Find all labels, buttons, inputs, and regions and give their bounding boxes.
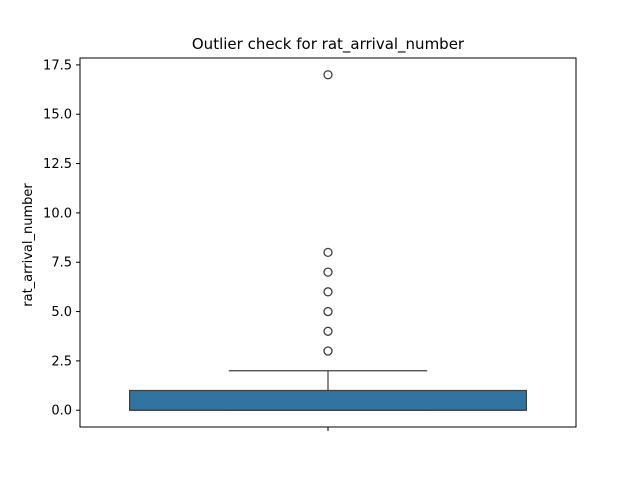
y-tick-label: 15.0 bbox=[43, 108, 72, 123]
outlier-point bbox=[323, 247, 333, 258]
y-tick-label: 12.5 bbox=[43, 157, 72, 172]
outlier-point bbox=[323, 306, 333, 317]
y-tick-label: 7.5 bbox=[51, 256, 72, 271]
y-tick-label: 10.0 bbox=[43, 206, 72, 221]
outlier-point bbox=[323, 267, 333, 277]
axes-frame bbox=[79, 57, 577, 428]
outlier-point bbox=[323, 70, 333, 80]
y-tick-label: 17.5 bbox=[43, 58, 72, 73]
plot-area bbox=[129, 70, 527, 411]
outlier-point bbox=[323, 346, 333, 356]
outlier-point bbox=[323, 287, 333, 297]
y-tick-label: 5.0 bbox=[51, 305, 72, 320]
y-axis-label: rat_arrival_number bbox=[21, 183, 36, 307]
y-tick-label: 2.5 bbox=[51, 354, 72, 369]
y-axis-ticks: 0.0 2.5 5.0 7.5 10.0 12.5 15.0 17.5 bbox=[43, 58, 329, 431]
chart-title: Outlier check for rat_arrival_number bbox=[192, 35, 465, 54]
box-iqr bbox=[129, 389, 527, 411]
y-tick-label: 0.0 bbox=[51, 404, 72, 419]
outlier-point bbox=[323, 326, 333, 336]
